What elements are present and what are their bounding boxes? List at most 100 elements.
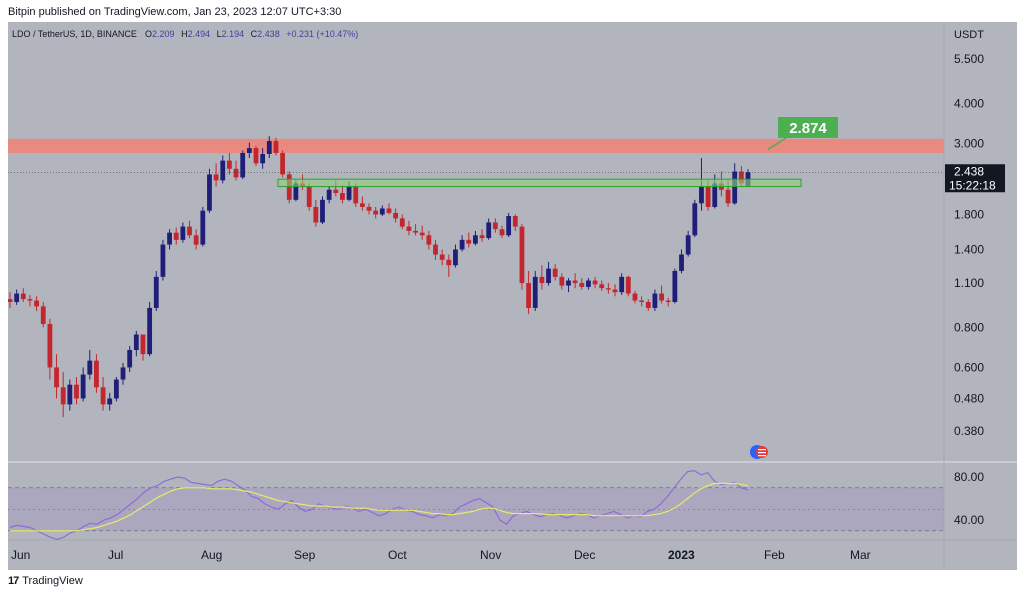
- last-price-badge: [945, 164, 1005, 193]
- candle: [359, 196, 365, 211]
- candle: [679, 249, 684, 274]
- candle: [592, 276, 598, 289]
- candle: [665, 297, 671, 307]
- candle: [599, 280, 605, 291]
- candle: [173, 227, 179, 245]
- us-flag-icon[interactable]: [750, 445, 768, 459]
- target-label: 2.874: [789, 120, 827, 137]
- candle: [207, 168, 212, 213]
- candle: [54, 354, 59, 399]
- candle: [280, 150, 285, 178]
- candle: [60, 372, 66, 418]
- candle: [306, 183, 312, 211]
- countdown: 15:22:18: [949, 178, 996, 192]
- candle: [200, 206, 206, 247]
- rsi-ma-line: [10, 482, 749, 532]
- candle: [286, 171, 292, 204]
- resistance-zone: [8, 138, 944, 153]
- candle: [87, 349, 93, 380]
- candle: [652, 289, 658, 311]
- price-tick-5: 1.100: [954, 276, 984, 290]
- candle: [120, 362, 126, 385]
- price-tick-9: 0.380: [954, 424, 984, 438]
- price-tick-7: 0.600: [954, 360, 984, 374]
- chart-area[interactable]: LDO / TetherUS, 1D, BINANCE O2.209 H2.49…: [8, 22, 1017, 570]
- candle: [473, 230, 478, 246]
- candle: [74, 377, 79, 405]
- month-label-1: Jul: [108, 548, 123, 562]
- candle: [486, 218, 492, 240]
- candle: [253, 145, 259, 167]
- candle: [386, 203, 392, 215]
- month-label-9: Mar: [850, 548, 871, 562]
- tradingview-logo-icon: 17: [8, 575, 19, 587]
- candle: [80, 367, 86, 402]
- candle: [40, 301, 46, 328]
- candle: [479, 229, 485, 242]
- candle: [446, 254, 452, 277]
- candle: [612, 284, 618, 297]
- candle: [366, 203, 372, 215]
- price-tick-4: 1.400: [954, 242, 984, 256]
- candle: [526, 270, 531, 315]
- candle: [193, 229, 199, 250]
- candle: [260, 148, 266, 169]
- candle: [213, 163, 219, 187]
- month-label-6: Dec: [574, 548, 595, 562]
- candle: [579, 278, 585, 290]
- price-tick-8: 0.480: [954, 391, 984, 405]
- price-tick-3: 1.800: [954, 207, 984, 221]
- candle: [586, 278, 591, 290]
- candle: [406, 220, 412, 236]
- candle: [692, 199, 698, 238]
- publisher-caption: Bitpin published on TradingView.com, Jan…: [8, 6, 342, 18]
- candle: [539, 265, 545, 290]
- tradingview-logo-text: TradingView: [22, 575, 83, 587]
- candle: [113, 377, 119, 402]
- candle: [160, 239, 166, 281]
- candle: [153, 270, 159, 311]
- candle: [220, 155, 226, 184]
- candle: [559, 273, 565, 290]
- candle: [127, 345, 133, 373]
- last-price-value: 2.438: [954, 164, 984, 178]
- price-tick-2: 3.000: [954, 136, 984, 150]
- time-axis[interactable]: Jun Jul Aug Sep Oct Nov Dec 2023 Feb Mar: [11, 548, 871, 562]
- candle: [8, 292, 13, 308]
- symbol-label: LDO / TetherUS, 1D, BINANCE: [12, 29, 137, 39]
- price-chart[interactable]: LDO / TetherUS, 1D, BINANCE O2.209 H2.49…: [8, 22, 1017, 570]
- candle: [459, 235, 465, 252]
- candle: [519, 224, 525, 290]
- candle: [373, 206, 379, 219]
- candle: [672, 268, 678, 304]
- candle: [100, 377, 106, 411]
- candle: [499, 225, 505, 239]
- candle: [133, 330, 139, 357]
- candle: [14, 289, 20, 305]
- candle: [27, 294, 33, 307]
- candle: [340, 185, 345, 204]
- price-tick-6: 0.800: [954, 320, 984, 334]
- candle: [20, 288, 26, 302]
- candle: [619, 273, 625, 295]
- candle: [140, 334, 146, 361]
- month-label-3: Sep: [294, 548, 316, 562]
- month-label-4: Oct: [388, 548, 407, 562]
- candle: [399, 214, 405, 230]
- candle: [67, 379, 73, 411]
- candle: [94, 354, 99, 393]
- target-callout: 2.874: [767, 117, 838, 150]
- candle: [227, 152, 232, 175]
- candle: [147, 301, 153, 357]
- candle: [433, 239, 438, 260]
- tradingview-logo: 17 TradingView: [8, 575, 83, 587]
- candle: [632, 290, 638, 304]
- rsi-tick-0: 80.00: [954, 470, 984, 484]
- candle: [246, 142, 252, 159]
- candle: [645, 299, 651, 311]
- price-axis-ticks[interactable]: 5.500 4.000 3.000 1.800 1.400 1.100 0.800 0.600…: [954, 52, 984, 438]
- candle: [512, 214, 518, 231]
- candle: [426, 230, 432, 250]
- currency-label: USDT: [954, 29, 984, 41]
- candle: [240, 150, 246, 180]
